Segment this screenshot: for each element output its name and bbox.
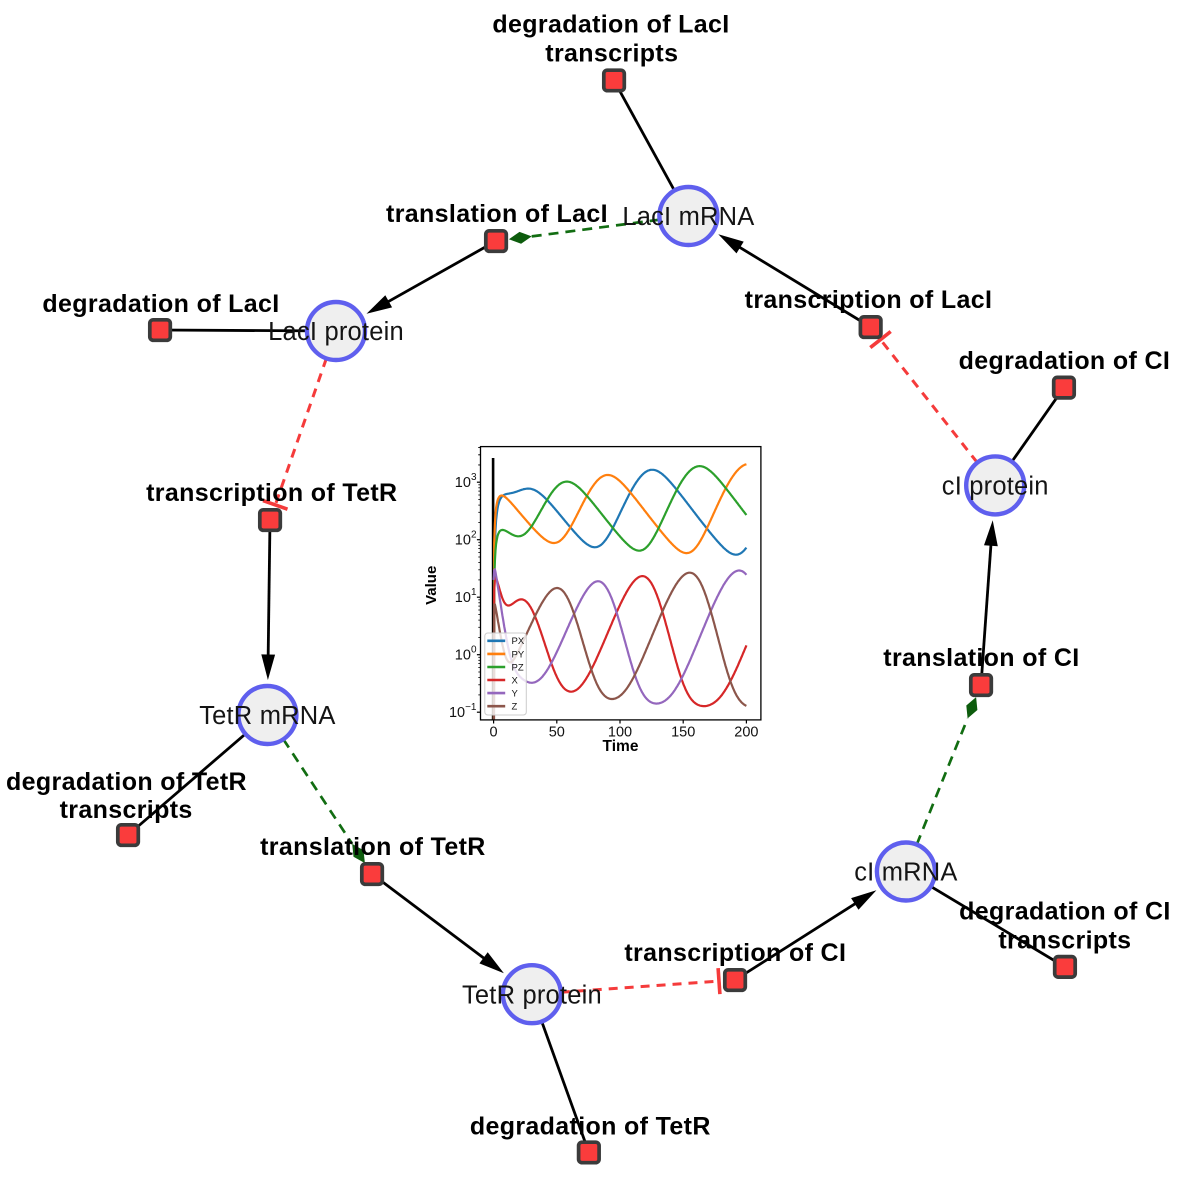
svg-text:transcription of CI: transcription of CI [624,939,846,967]
svg-text:PX: PX [512,636,525,647]
svg-text:LacI mRNA: LacI mRNA [622,203,754,231]
svg-text:degradation of CI: degradation of CI [959,347,1171,375]
svg-text:Time: Time [603,738,639,755]
svg-text:LacI protein: LacI protein [268,318,404,346]
svg-text:transcription of TetR: transcription of TetR [146,479,397,507]
svg-text:Z: Z [512,702,518,713]
svg-text:X: X [512,675,519,686]
svg-text:TetR mRNA: TetR mRNA [199,702,335,730]
svg-text:transcripts: transcripts [998,927,1131,955]
svg-text:50: 50 [549,725,565,741]
svg-text:cI protein: cI protein [942,472,1049,500]
svg-text:degradation of LacI: degradation of LacI [492,11,729,39]
svg-text:TetR protein: TetR protein [462,981,602,1009]
svg-text:0: 0 [490,725,498,741]
svg-text:150: 150 [671,725,695,741]
svg-text:200: 200 [734,725,758,741]
svg-text:degradation of TetR: degradation of TetR [6,768,247,796]
svg-text:Value: Value [423,566,440,605]
svg-text:Y: Y [512,689,519,700]
svg-text:degradation of LacI: degradation of LacI [42,290,279,318]
svg-text:translation of TetR: translation of TetR [260,833,486,861]
svg-text:PY: PY [512,649,525,660]
svg-text:transcription of LacI: transcription of LacI [745,286,993,314]
svg-text:translation of CI: translation of CI [883,644,1079,672]
svg-text:PZ: PZ [512,662,524,673]
svg-text:transcripts: transcripts [545,40,678,68]
svg-text:transcripts: transcripts [60,796,193,824]
svg-text:degradation of TetR: degradation of TetR [470,1113,711,1141]
svg-text:cI mRNA: cI mRNA [854,859,957,887]
svg-text:translation of LacI: translation of LacI [386,200,608,228]
svg-text:degradation of CI: degradation of CI [959,898,1171,926]
svg-text:100: 100 [608,725,632,741]
